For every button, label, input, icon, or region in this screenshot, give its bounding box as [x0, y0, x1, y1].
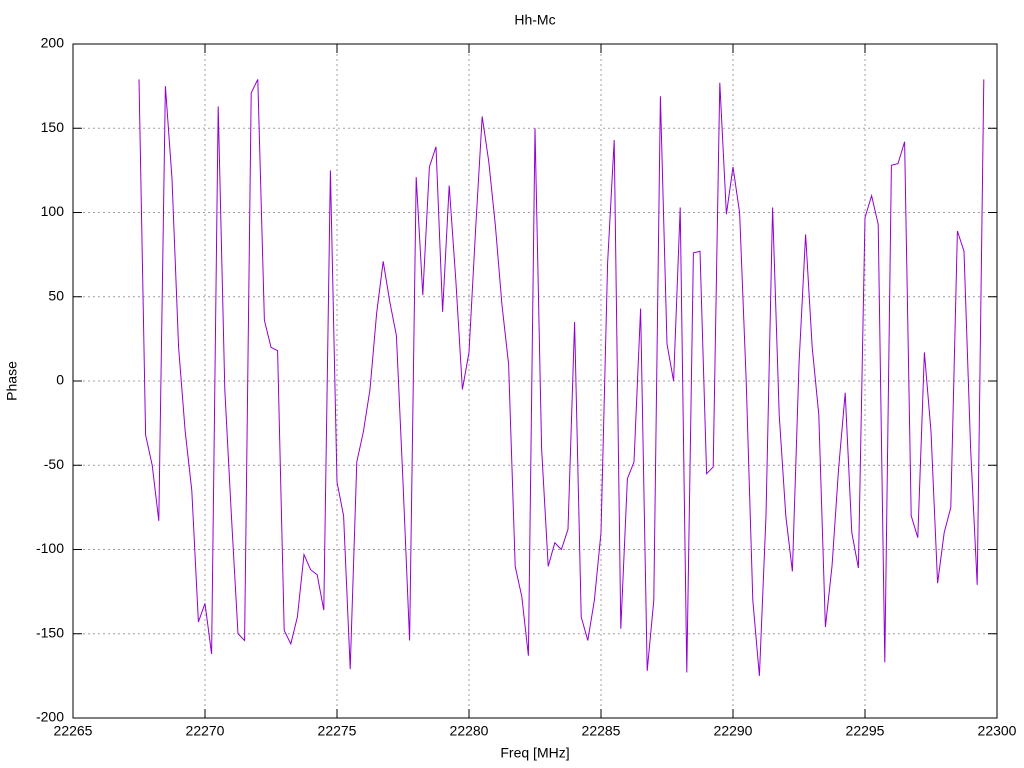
x-tick-label: 22290 — [714, 723, 753, 739]
y-tick-label: 50 — [48, 287, 64, 303]
chart-title: Hh-Mc — [514, 12, 555, 28]
x-tick-label: 22280 — [450, 723, 489, 739]
y-tick-label: -100 — [36, 540, 64, 556]
y-tick-label: 200 — [41, 35, 65, 51]
y-tick-label: 0 — [56, 372, 64, 388]
x-tick-label: 22265 — [54, 723, 93, 739]
x-tick-label: 22300 — [978, 723, 1017, 739]
plot-border — [72, 43, 998, 719]
x-tick-label: 22295 — [846, 723, 885, 739]
x-axis-label: Freq [MHz] — [500, 745, 569, 761]
y-tick-label: -200 — [36, 709, 64, 725]
y-axis-label: Phase — [4, 361, 20, 401]
y-tick-label: 150 — [41, 119, 65, 135]
x-tick-label: 22270 — [186, 723, 225, 739]
y-tick-label: -150 — [36, 624, 64, 640]
y-tick-label: -50 — [44, 456, 64, 472]
y-tick-label: 100 — [41, 203, 65, 219]
x-tick-label: 22275 — [318, 723, 357, 739]
x-tick-label: 22285 — [582, 723, 621, 739]
data-line — [138, 79, 985, 676]
